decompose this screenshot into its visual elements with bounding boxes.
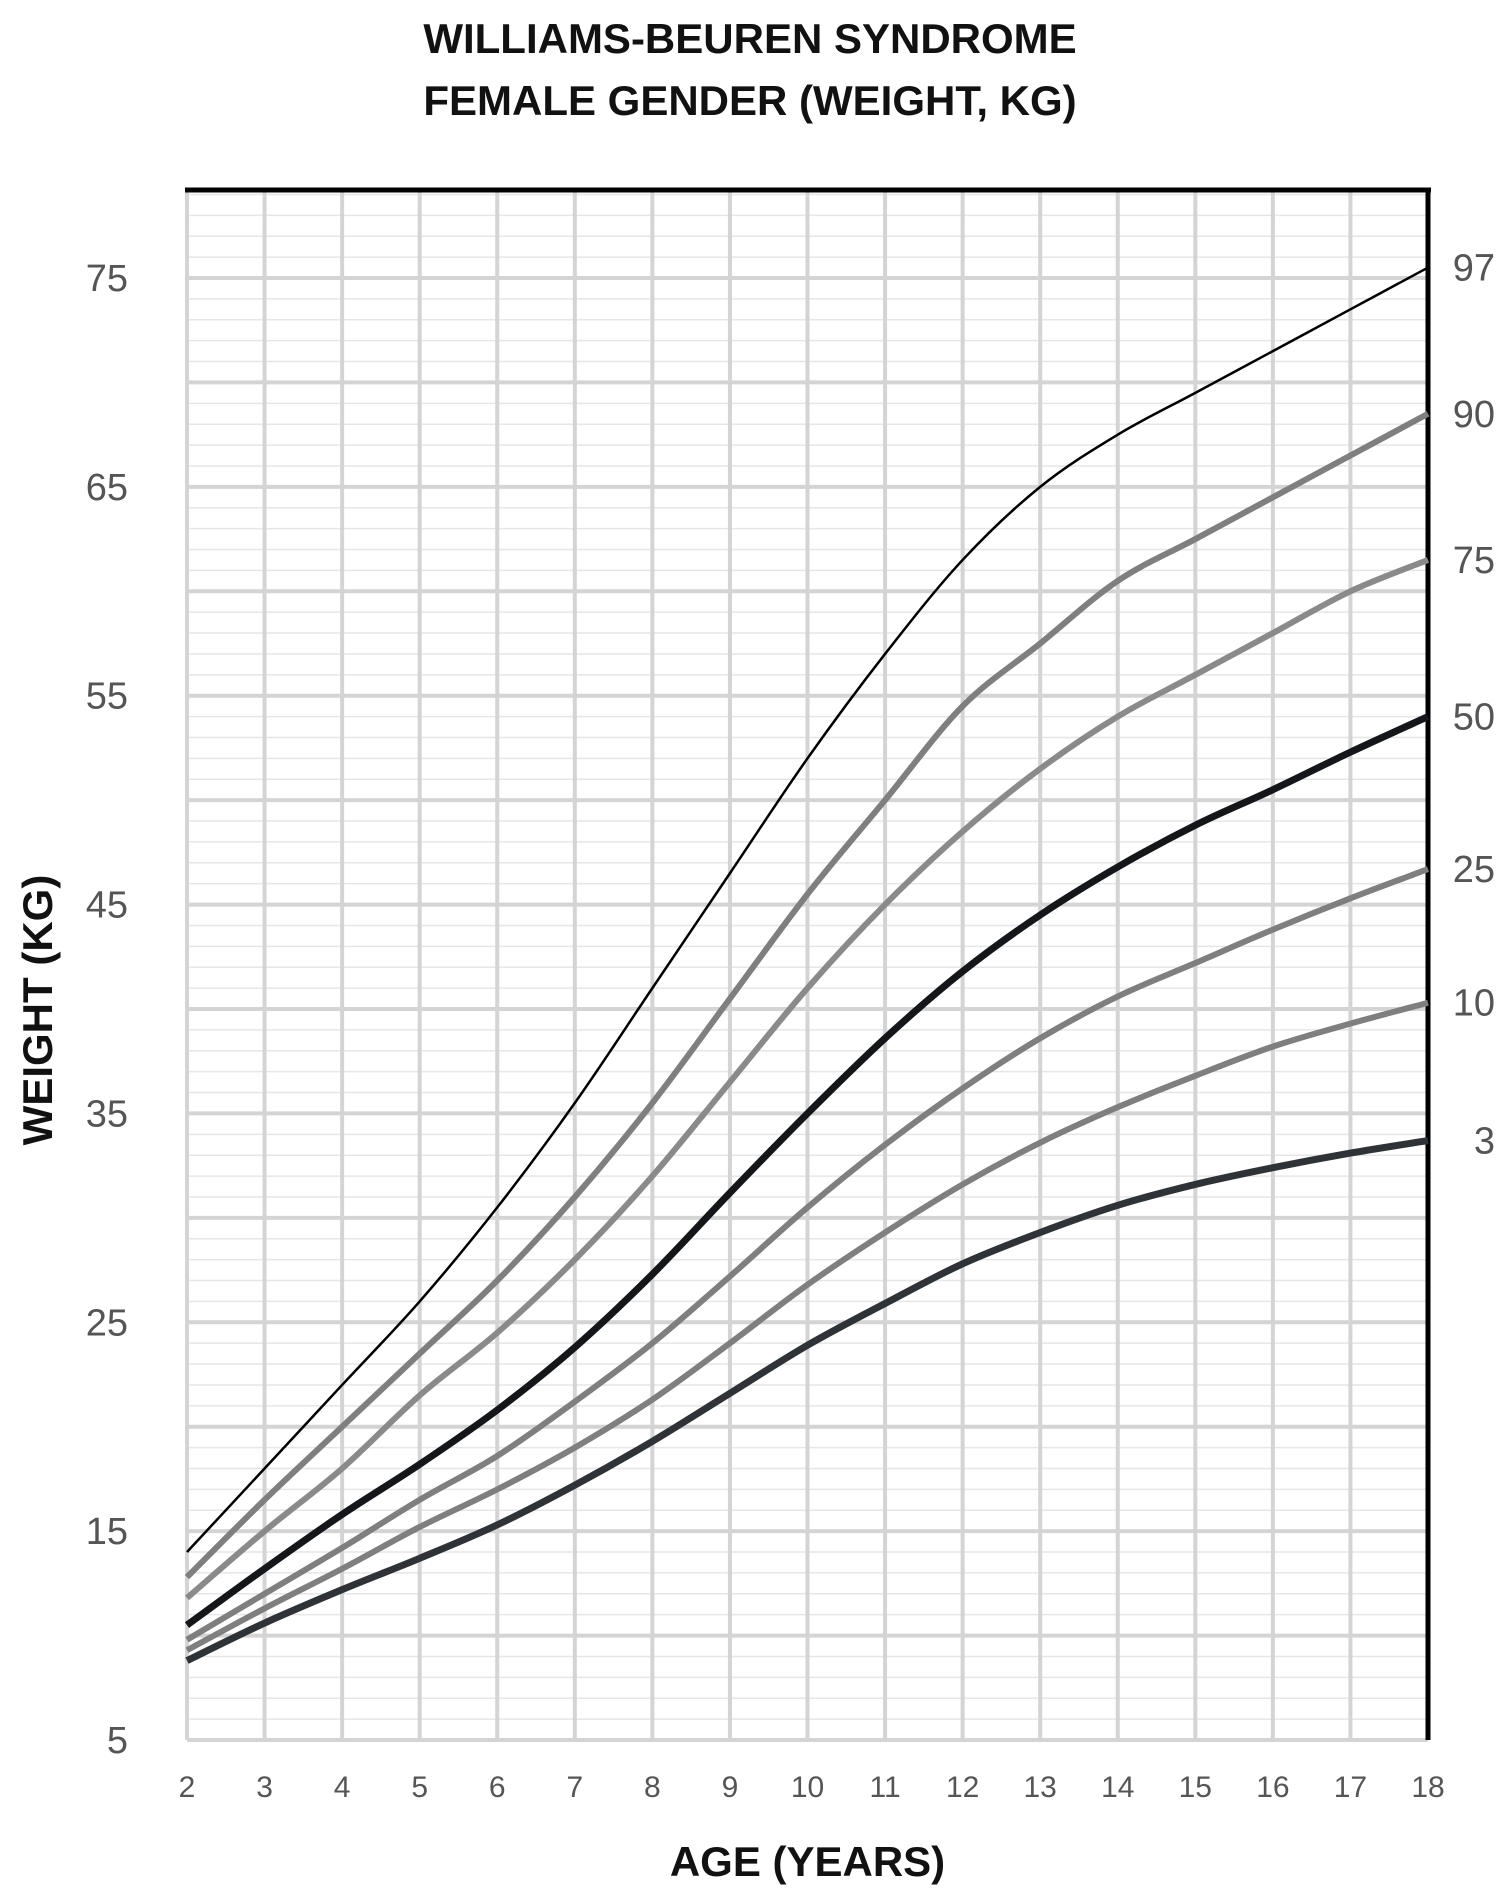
y-tick-label: 25 [86,1302,128,1344]
percentile-label-p50: 50 [1453,697,1495,739]
y-axis-tick-labels: 5 15 25 35 45 55 65 75 [86,258,128,1762]
x-tick-label: 15 [1179,1771,1212,1804]
y-axis-label: WEIGHT (KG) [14,874,61,1146]
chart-title-line-1: WILLIAMS-BEUREN SYNDROME [423,15,1077,62]
chart-title: WILLIAMS-BEUREN SYNDROME FEMALE GENDER (… [0,8,1500,132]
y-tick-label: 55 [86,676,128,718]
x-tick-label: 9 [722,1771,739,1804]
x-tick-label: 7 [566,1771,583,1804]
percentile-label-p3: 3 [1474,1121,1495,1163]
percentile-label-p75: 75 [1453,540,1495,582]
major-gridlines [185,190,1430,1742]
y-tick-label: 75 [86,258,128,300]
x-tick-label: 5 [411,1771,428,1804]
percentile-label-p97: 97 [1453,248,1495,290]
percentile-curve-p10 [185,999,1429,1653]
percentile-label-p90: 90 [1453,394,1495,436]
percentile-curve-p3 [185,1137,1429,1664]
y-tick-label: 35 [86,1093,128,1135]
x-axis-tick-labels: 2 3 4 5 6 7 8 9 10 11 12 13 14 15 16 17 18 [179,1771,1445,1804]
percentile-label-p25: 25 [1453,849,1495,891]
x-tick-label: 10 [791,1771,824,1804]
percentile-curve-p50 [184,713,1430,1628]
x-tick-label: 18 [1411,1771,1444,1804]
percentile-label-p10: 10 [1453,983,1495,1025]
percentile-curve-p90 [184,411,1430,1580]
percentile-curves [184,266,1430,1664]
x-tick-label: 13 [1024,1771,1057,1804]
percentile-curve-p25 [185,866,1430,1643]
x-tick-label: 8 [644,1771,661,1804]
x-tick-label: 6 [489,1771,506,1804]
x-tick-label: 14 [1101,1771,1134,1804]
percentile-curve-p97 [186,266,1429,1553]
x-tick-label: 17 [1334,1771,1367,1804]
x-tick-label: 16 [1256,1771,1289,1804]
y-tick-label: 45 [86,885,128,927]
chart-title-line-2: FEMALE GENDER (WEIGHT, KG) [423,77,1077,124]
x-tick-label: 4 [334,1771,351,1804]
plot-frame [185,187,1431,1740]
percentile-labels: 97 90 75 50 25 10 3 [1453,248,1495,1163]
x-axis-label: AGE (YEARS) [669,1838,946,1885]
y-tick-label: 15 [86,1511,128,1553]
y-tick-label: 65 [86,467,128,509]
x-tick-label: 3 [256,1771,273,1804]
y-tick-label: 5 [107,1720,128,1762]
x-tick-label: 12 [946,1771,979,1804]
x-tick-label: 2 [179,1771,196,1804]
percentile-curve-p75 [185,557,1430,1601]
x-tick-label: 11 [869,1771,900,1804]
